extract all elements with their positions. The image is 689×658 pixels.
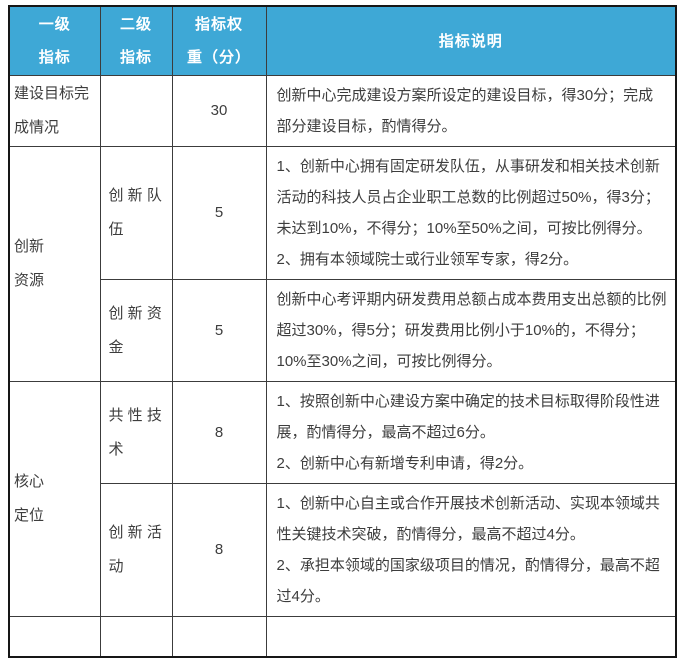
table-row: 创 新 活 动 8 1、创新中心自主或合作开展技术创新活动、实现本领域共性关键技… (9, 483, 677, 617)
header-level2-indicator: 二级 指标 (99, 5, 173, 76)
indicator-description: 1、创新中心自主或合作开展技术创新活动、实现本领域共性关键技术突破，酌情得分，最… (265, 483, 677, 617)
indicator-description: 1、创新中心拥有固定研发队伍，从事研发和相关技术创新活动的科技人员占企业职工总数… (265, 146, 677, 280)
header-level1-indicator: 一级 指标 (8, 5, 101, 76)
indicator-description: 创新中心考评期内研发费用总额占成本费用支出总额的比例超过30%，得5分；研发费用… (265, 279, 677, 382)
level2-innovation-activity: 创 新 活 动 (99, 483, 173, 617)
level2-generic-technology: 共 性 技 术 (99, 381, 173, 484)
level2-innovation-team: 创 新 队 伍 (99, 146, 173, 280)
weight-value: 5 (171, 146, 267, 280)
weight-value: 30 (171, 75, 267, 147)
table-row: 创新 资源 创 新 队 伍 5 1、创新中心拥有固定研发队伍，从事研发和相关技术… (8, 146, 677, 382)
table-row: 创 新 资 金 5 创新中心考评期内研发费用总额占成本费用支出总额的比例超过30… (9, 279, 677, 382)
table-header-row: 一级 指标 二级 指标 指标权 重（分） 指标说明 (8, 5, 677, 76)
indicator-table: 一级 指标 二级 指标 指标权 重（分） 指标说明 建设目标完 成情况 30 创… (8, 5, 677, 658)
description-empty (265, 616, 677, 657)
level2-empty (99, 75, 173, 147)
level1-innovation-resources: 创新 资源 (8, 146, 101, 382)
table-row: 核心 定位 共 性 技 术 8 1、按照创新中心建设方案中确定的技术目标取得阶段… (8, 381, 677, 617)
level1-core-positioning: 核心 定位 (8, 381, 101, 617)
header-indicator-description: 指标说明 (265, 5, 677, 76)
table-row: 建设目标完 成情况 30 创新中心完成建设方案所设定的建设目标，得30分；完成部… (8, 75, 677, 147)
weight-empty (171, 616, 267, 657)
level1-empty (8, 616, 101, 657)
table-row-partial (8, 616, 677, 657)
indicator-description: 1、按照创新中心建设方案中确定的技术目标取得阶段性进展，酌情得分，最高不超过6分… (265, 381, 677, 484)
weight-value: 5 (171, 279, 267, 382)
level2-innovation-funds: 创 新 资 金 (99, 279, 173, 382)
header-indicator-weight: 指标权 重（分） (171, 5, 267, 76)
weight-value: 8 (171, 381, 267, 484)
level2-empty (99, 616, 173, 657)
indicator-description: 创新中心完成建设方案所设定的建设目标，得30分；完成部分建设目标，酌情得分。 (265, 75, 677, 147)
level1-construction-goal: 建设目标完 成情况 (8, 75, 101, 147)
weight-value: 8 (171, 483, 267, 617)
